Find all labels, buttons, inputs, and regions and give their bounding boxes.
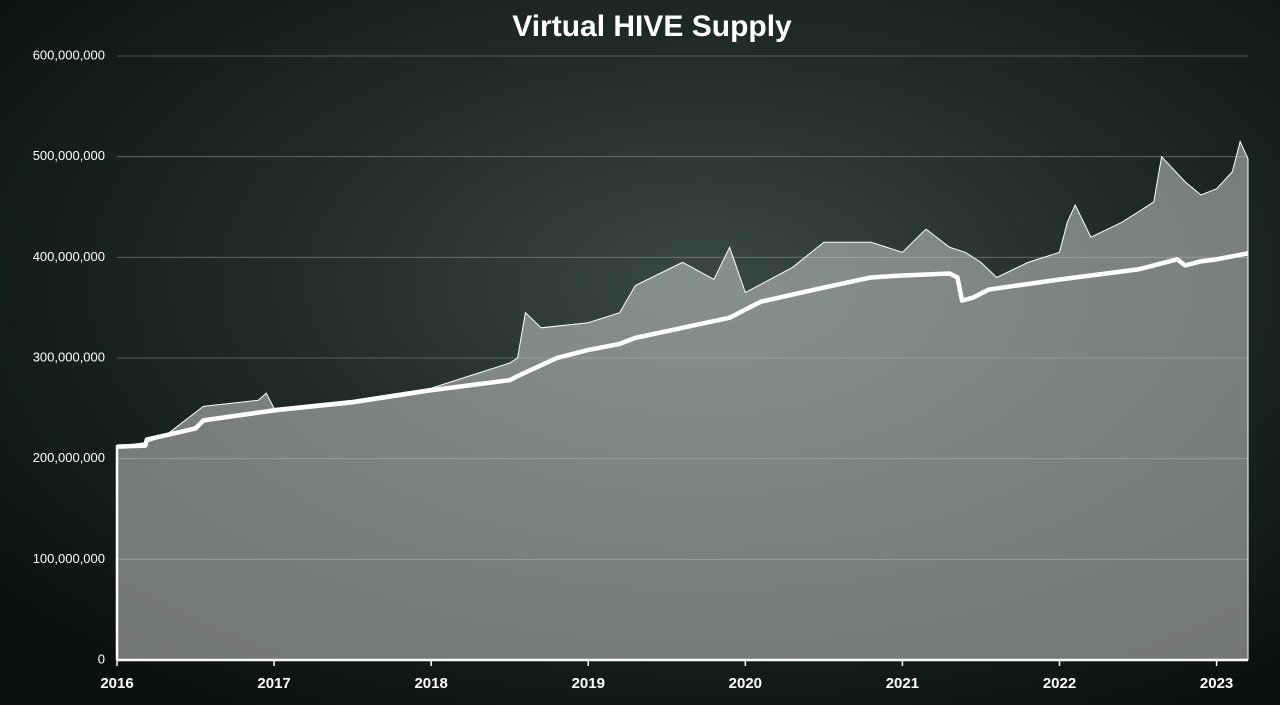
y-tick-label: 100,000,000 bbox=[33, 551, 105, 566]
area bbox=[116, 140, 1249, 661]
x-tick-label: 2016 bbox=[100, 675, 133, 692]
x-tick-label: 2018 bbox=[414, 675, 447, 692]
x-tick-label: 2020 bbox=[729, 675, 762, 692]
x-tick-label: 2023 bbox=[1200, 675, 1233, 692]
x-tick-label: 2017 bbox=[257, 675, 290, 692]
x-tick-label: 2021 bbox=[886, 675, 919, 692]
y-tick-label: 600,000,000 bbox=[33, 47, 105, 62]
y-tick-label: 0 bbox=[98, 651, 105, 666]
chart-title: Virtual HIVE Supply bbox=[512, 10, 792, 43]
y-tick-label: 500,000,000 bbox=[33, 148, 105, 163]
y-tick-label: 400,000,000 bbox=[33, 249, 105, 264]
x-tick-label: 2022 bbox=[1043, 675, 1076, 692]
y-tick-label: 300,000,000 bbox=[33, 349, 105, 364]
x-tick-label: 2019 bbox=[572, 675, 605, 692]
line bbox=[116, 251, 1249, 449]
y-tick-label: 200,000,000 bbox=[33, 450, 105, 465]
